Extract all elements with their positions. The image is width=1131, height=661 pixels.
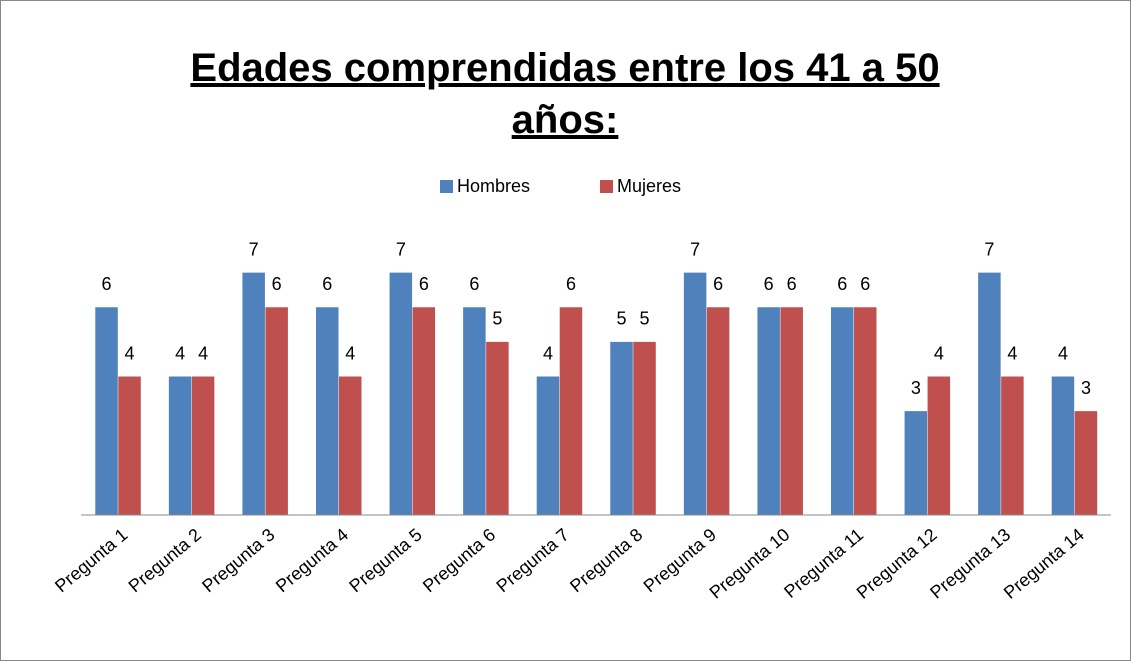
bar: [536, 376, 560, 515]
x-tick-label: Pregunta 13: [926, 524, 1014, 602]
bar: [118, 376, 141, 515]
data-label: 3: [1081, 378, 1091, 398]
x-tick-label: Pregunta 14: [1000, 524, 1088, 602]
bar: [927, 376, 951, 515]
data-label: 6: [102, 274, 112, 294]
data-label: 6: [837, 274, 847, 294]
legend-swatch: [600, 180, 613, 193]
x-tick-label: Pregunta 5: [345, 524, 425, 596]
bar: [486, 341, 509, 515]
bar: [904, 411, 928, 515]
data-label: 4: [934, 343, 944, 363]
bar: [1051, 376, 1075, 515]
data-label: 6: [566, 274, 576, 294]
data-label: 5: [640, 309, 650, 329]
x-tick-label: Pregunta 7: [493, 524, 573, 596]
data-label: 4: [543, 343, 553, 363]
bar: [1001, 376, 1024, 515]
data-label: 6: [764, 274, 774, 294]
bar: [683, 272, 707, 515]
chart-title: Edades comprendidas entre los 41 a 50 añ…: [190, 46, 940, 142]
data-label: 6: [713, 274, 723, 294]
bar: [633, 341, 656, 515]
bar: [168, 376, 192, 515]
data-label: 5: [617, 309, 627, 329]
x-tick-label: Pregunta 12: [853, 524, 941, 602]
legend-label: Mujeres: [617, 176, 681, 196]
bar: [339, 376, 362, 515]
bar: [706, 307, 730, 515]
bar: [1074, 411, 1098, 515]
data-label: 3: [911, 378, 921, 398]
data-label: 4: [345, 343, 355, 363]
bar: [854, 307, 877, 515]
bar: [757, 307, 780, 515]
bar: [191, 376, 215, 515]
legend-swatch: [440, 180, 453, 193]
x-tick-label: Pregunta 1: [51, 524, 131, 596]
bar: [831, 307, 854, 515]
data-label: 6: [860, 274, 870, 294]
legend-label: Hombres: [457, 176, 530, 196]
data-label: 7: [249, 239, 259, 259]
data-label: 5: [492, 309, 502, 329]
data-label: 6: [322, 274, 332, 294]
bar: [389, 272, 413, 515]
x-tick-label: Pregunta 10: [706, 524, 794, 602]
x-tick-label: Pregunta 8: [566, 524, 646, 596]
bar: [559, 307, 583, 515]
data-label: 7: [396, 239, 406, 259]
bar: [978, 272, 1001, 515]
data-label: 7: [690, 239, 700, 259]
bar: [780, 307, 803, 515]
x-tick-label: Pregunta 6: [419, 524, 499, 596]
bar: [95, 307, 118, 515]
data-label: 6: [272, 274, 282, 294]
bar: [463, 307, 486, 515]
bar: [242, 272, 265, 515]
x-tick-label: Pregunta 3: [198, 524, 278, 596]
bar: [610, 341, 633, 515]
data-label: 4: [1007, 343, 1017, 363]
bar: [412, 307, 436, 515]
data-label: 4: [1058, 343, 1068, 363]
bar: [265, 307, 288, 515]
data-label: 4: [175, 343, 185, 363]
data-label: 4: [125, 343, 135, 363]
data-label: 7: [984, 239, 994, 259]
data-label: 6: [469, 274, 479, 294]
bar: [316, 307, 339, 515]
data-label: 6: [787, 274, 797, 294]
x-tick-label: Pregunta 2: [125, 524, 205, 596]
x-tick-label: Pregunta 4: [272, 524, 352, 596]
data-label: 6: [419, 274, 429, 294]
data-label: 4: [198, 343, 208, 363]
